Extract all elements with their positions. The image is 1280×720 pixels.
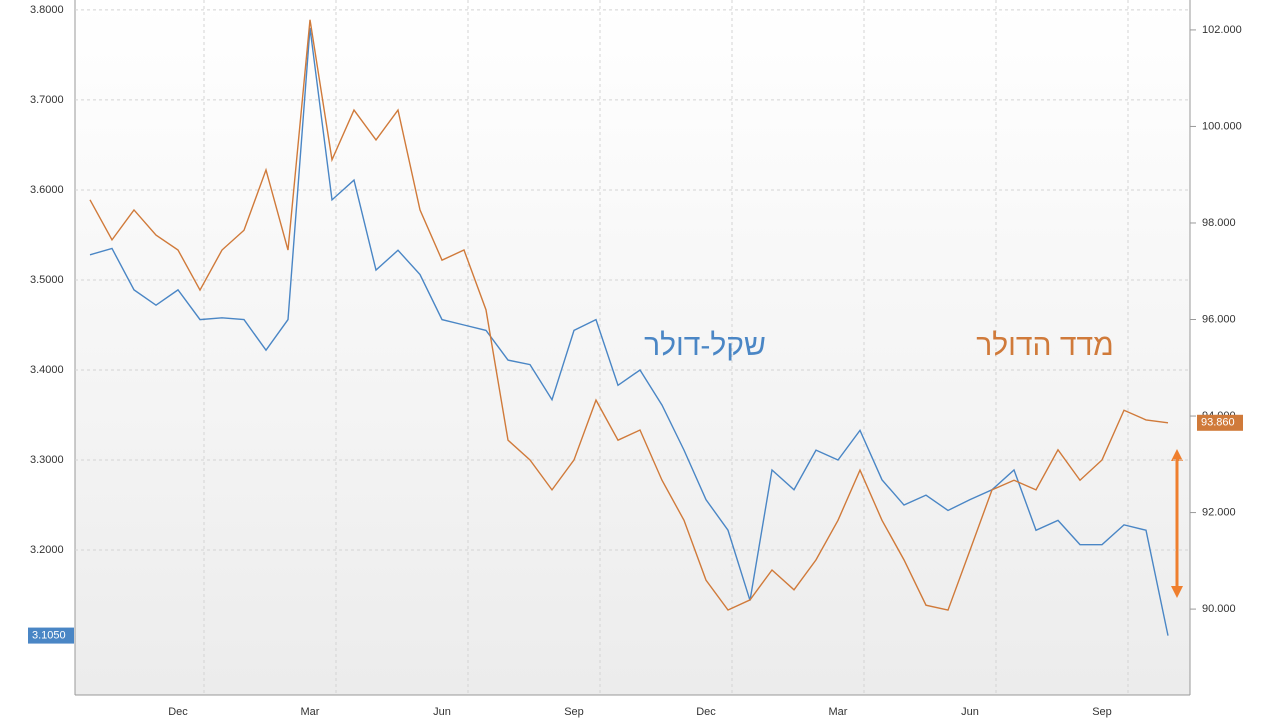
y2-tick-label: 92.000 (1202, 506, 1236, 518)
series-annotation: מדד הדולר (976, 329, 1114, 362)
y-tick-label: 3.8000 (30, 4, 64, 16)
y2-tick-label: 102.000 (1202, 24, 1242, 36)
y2-tick-label: 90.000 (1202, 603, 1236, 615)
y-tick-label: 3.6000 (30, 184, 64, 196)
y2-tick-label: 100.000 (1202, 120, 1242, 132)
x-tick-label: Sep (564, 706, 584, 718)
y-tick-label: 3.5000 (30, 274, 64, 286)
x-tick-label: Mar (301, 706, 320, 718)
end-value-box (1197, 414, 1243, 431)
end-value-box (28, 627, 74, 644)
x-tick-label: Jun (961, 706, 979, 718)
y-tick-label: 3.3000 (30, 454, 64, 466)
y-tick-label: 3.2000 (30, 544, 64, 556)
line-series (89, 27, 1169, 636)
plot-area (75, 0, 1190, 695)
x-tick-label: Jun (433, 706, 451, 718)
end-value-label: 93.860 (1201, 417, 1235, 429)
y2-tick-label: 98.000 (1202, 217, 1236, 229)
series-annotation: שקל-דולר (644, 329, 766, 362)
y-tick-label: 3.7000 (30, 94, 64, 106)
end-value-label: 3.1050 (32, 629, 66, 641)
x-tick-label: Dec (168, 706, 188, 718)
y-tick-label: 3.4000 (30, 364, 64, 376)
x-tick-label: Sep (1092, 706, 1112, 718)
y2-tick-label: 96.000 (1202, 313, 1236, 325)
x-tick-label: Mar (829, 706, 848, 718)
line-series (89, 19, 1169, 611)
x-tick-label: Dec (696, 706, 716, 718)
